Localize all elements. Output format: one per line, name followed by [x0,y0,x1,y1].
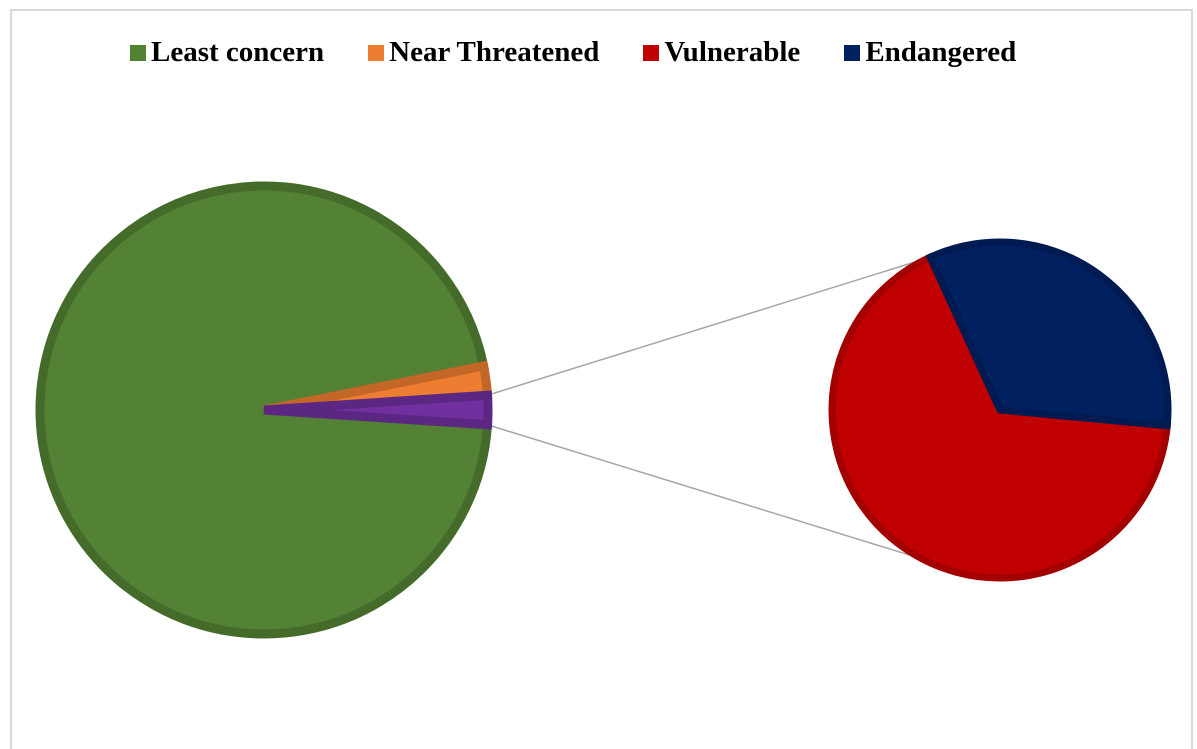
connector-line-bottom [487,424,923,560]
connector-lines [487,256,931,560]
main-pie [35,181,493,639]
legend-swatch-near-threatened [368,44,385,61]
secondary-pie-slice-vulnerable [828,252,1172,582]
legend-swatch-least-concern [130,44,146,61]
legend-item-least-concern: Least concern [130,36,324,69]
main-pie-slice-other [263,390,493,430]
legend-swatch-vulnerable [643,44,660,61]
secondary-pie [828,238,1172,582]
secondary-pie-slice-endangered [925,238,1172,430]
legend-item-endangered: Endangered [844,36,1016,69]
legend-label-endangered: Endangered [865,36,1017,68]
legend-label-near-threatened: Near Threatened [389,36,600,68]
legend-item-near-threatened: Near Threatened [368,36,599,69]
legend-label-vulnerable: Vulnerable [664,36,801,68]
chart-frame [10,9,1193,749]
legend-label-least-concern: Least concern [151,36,325,68]
connector-line-top [487,256,931,396]
legend-item-vulnerable: Vulnerable [643,36,800,69]
legend: Least concern Near Threatened Vulnerable… [130,36,1016,69]
legend-swatch-endangered [844,44,861,61]
